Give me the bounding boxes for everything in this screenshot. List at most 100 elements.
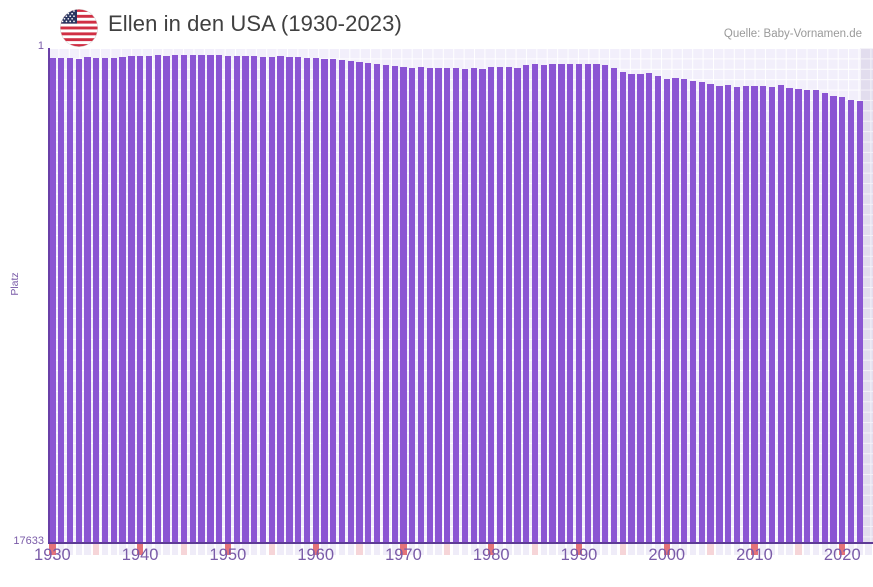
bar xyxy=(751,86,758,542)
tick-swatch-blank xyxy=(215,544,223,555)
tick-swatch-half-decade xyxy=(795,544,802,555)
tick-swatch-blank xyxy=(725,544,732,555)
bar xyxy=(847,99,855,542)
bar xyxy=(207,55,214,542)
chart-title: Ellen in den USA (1930-2023) xyxy=(108,11,402,36)
tick-swatch-blank xyxy=(417,544,425,555)
bar xyxy=(136,55,144,542)
tick-swatch-blank xyxy=(189,544,196,555)
bar xyxy=(672,78,679,542)
tick-swatch-half-decade xyxy=(619,544,627,555)
bar xyxy=(725,85,732,542)
tick-swatch-blank xyxy=(435,544,442,555)
tick-swatch-blank xyxy=(461,544,469,555)
bar xyxy=(461,68,469,542)
bar xyxy=(163,55,170,542)
bar xyxy=(426,67,433,542)
bar xyxy=(347,60,354,542)
x-axis-tick-labels: 1930 1940 1950 1960 1970 1980 1990 2000 2010 2020 xyxy=(34,546,873,574)
tick-swatch-blank xyxy=(847,544,855,555)
bar xyxy=(496,66,504,542)
tick-swatch-blank xyxy=(58,544,65,555)
bar xyxy=(312,58,319,542)
bar xyxy=(338,59,346,542)
plot-area xyxy=(48,48,873,544)
tick-swatch-half-decade xyxy=(707,544,714,555)
bar xyxy=(180,54,188,542)
bar xyxy=(365,63,372,542)
bar xyxy=(303,57,311,542)
tick-swatch-half-decade xyxy=(356,544,363,555)
tick-swatch-blank xyxy=(654,544,662,555)
bar xyxy=(654,76,662,542)
bar xyxy=(619,71,627,542)
bar xyxy=(584,63,591,542)
tick-swatch-blank xyxy=(672,544,679,555)
bar xyxy=(119,56,126,542)
bar xyxy=(409,67,416,542)
bar xyxy=(716,85,723,542)
bar xyxy=(321,58,328,542)
tick-swatch-blank xyxy=(110,544,117,555)
bar xyxy=(224,55,232,542)
bar xyxy=(628,73,635,542)
bar xyxy=(330,59,337,542)
x-tick-label-1940: 1940 xyxy=(121,546,159,564)
bar xyxy=(795,88,802,542)
bar xyxy=(488,67,495,542)
bar xyxy=(786,88,793,542)
x-tick-label-1930: 1930 xyxy=(34,546,71,564)
tick-swatch-blank xyxy=(646,544,653,555)
bar xyxy=(830,95,837,542)
bar xyxy=(567,63,574,542)
bar xyxy=(733,86,741,542)
bar xyxy=(58,58,65,542)
bar xyxy=(154,55,161,542)
tick-swatch-blank xyxy=(251,544,258,555)
bar xyxy=(49,58,56,542)
x-axis-tick-strip xyxy=(48,544,873,555)
tick-swatch-blank xyxy=(233,544,240,555)
bar xyxy=(768,86,776,542)
bar xyxy=(760,85,767,542)
bar xyxy=(602,64,609,542)
bar xyxy=(839,96,846,542)
tick-swatch-blank xyxy=(452,544,460,555)
tick-swatch-half-decade xyxy=(531,544,539,555)
tick-swatch-blank xyxy=(768,544,776,555)
bar xyxy=(93,57,100,542)
tick-swatch-blank xyxy=(391,544,398,555)
tick-swatch-blank xyxy=(382,544,390,555)
bar xyxy=(514,67,521,542)
tick-swatch-blank xyxy=(540,544,548,555)
bar xyxy=(84,57,91,542)
bar xyxy=(575,64,583,542)
y-axis-min-label: 17633 xyxy=(13,535,44,547)
tick-swatch-blank xyxy=(479,544,486,555)
bar xyxy=(523,65,530,542)
tick-swatch-blank xyxy=(742,544,749,555)
x-tick-label-1960: 1960 xyxy=(297,546,335,564)
bar xyxy=(101,57,109,542)
bar xyxy=(251,56,258,542)
tick-swatch-blank xyxy=(812,544,820,555)
x-axis-line xyxy=(48,542,873,544)
bar xyxy=(479,69,486,542)
bar xyxy=(259,56,267,542)
tick-swatch-blank xyxy=(242,544,249,555)
bar xyxy=(242,56,249,542)
tick-swatch-blank xyxy=(856,544,863,555)
tick-swatch-blank xyxy=(689,544,697,555)
tick-swatch-half-decade xyxy=(180,544,188,555)
tick-swatch-decade xyxy=(663,544,670,555)
tick-swatch-blank xyxy=(321,544,328,555)
tick-swatch-blank xyxy=(347,544,354,555)
tick-swatch-blank xyxy=(628,544,635,555)
tick-swatch-decade xyxy=(224,544,232,555)
tick-swatch-decade xyxy=(49,544,56,555)
tick-swatch-blank xyxy=(549,544,556,555)
bar xyxy=(145,55,153,542)
bar xyxy=(663,79,670,542)
tick-swatch-blank xyxy=(277,544,284,555)
